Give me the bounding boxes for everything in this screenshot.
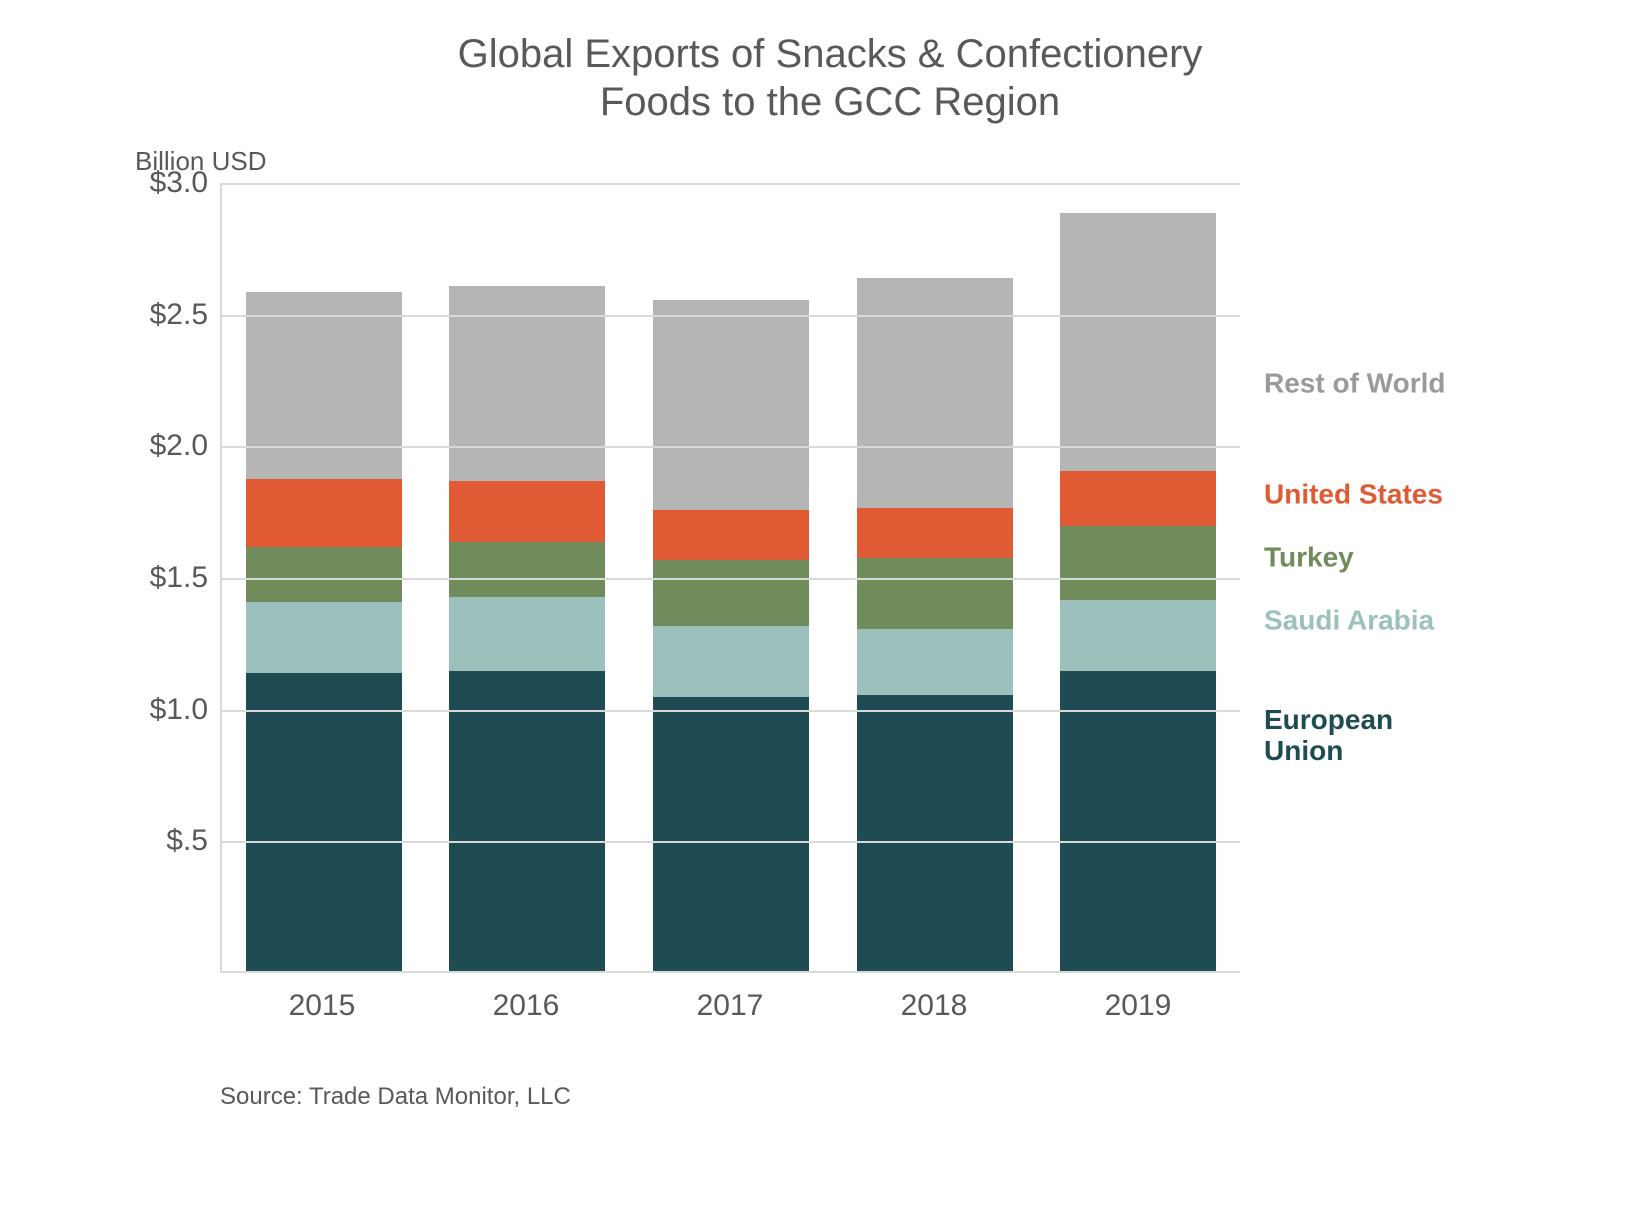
chart-container: Global Exports of Snacks & Confectionery… [80,30,1580,1111]
bar-segment-row [246,292,402,479]
bar-segment-saudi [857,629,1013,695]
bar-2016 [449,286,605,971]
bar-segment-us [653,510,809,560]
x-tick-label: 2018 [856,989,1012,1023]
bar-2015 [246,292,402,971]
y-tick-label: $3.0 [150,166,208,200]
gridline [222,315,1240,317]
legend-item-turkey: Turkey [1264,543,1354,574]
bar-segment-row [1060,213,1216,471]
bar-segment-eu [653,697,809,971]
bar-segment-turkey [857,558,1013,629]
legend-item-saudi: Saudi Arabia [1264,606,1434,637]
bar-2017 [653,300,809,971]
y-tick-label: $1.0 [150,693,208,727]
title-line-1: Global Exports of Snacks & Confectionery [458,32,1203,76]
bar-group [222,183,1240,971]
bar-segment-us [1060,471,1216,526]
bar-2019 [1060,213,1216,971]
x-tick-label: 2017 [652,989,808,1023]
plot [220,183,1240,973]
gridline [222,446,1240,448]
gridline [222,183,1240,185]
source-text: Source: Trade Data Monitor, LLC [220,1083,1580,1111]
x-tick-label: 2015 [244,989,400,1023]
x-axis: 2015 2016 2017 2018 2019 [220,989,1240,1023]
y-axis: $.5$1.0$1.5$2.0$2.5$3.0 [80,183,220,973]
legend-item-row: Rest of World [1264,369,1445,400]
bar-segment-row [653,300,809,511]
y-tick-label: $.5 [166,824,208,858]
legend: Rest of World United States Turkey Saudi Ar… [1264,183,1564,973]
bar-2018 [857,278,1013,971]
gridline [222,578,1240,580]
bar-segment-saudi [653,626,809,697]
chart-title: Global Exports of Snacks & Confectionery… [80,30,1580,126]
bar-segment-saudi [246,602,402,673]
legend-item-eu: European Union [1264,705,1393,767]
bar-segment-turkey [653,560,809,626]
x-tick-label: 2019 [1060,989,1216,1023]
plot-area: $.5$1.0$1.5$2.0$2.5$3.0 Rest of WorldUni… [80,183,1580,973]
bar-segment-saudi [1060,600,1216,671]
gridline [222,710,1240,712]
y-tick-label: $1.5 [150,561,208,595]
y-axis-label: Billion USD [135,146,1580,177]
bar-segment-row [857,278,1013,507]
bar-segment-turkey [246,547,402,602]
bar-segment-turkey [1060,526,1216,600]
bar-segment-eu [449,671,605,971]
legend-item-us: United States [1264,480,1443,511]
bar-segment-turkey [449,542,605,597]
bar-segment-saudi [449,597,605,671]
bar-segment-eu [857,695,1013,972]
bar-segment-us [246,479,402,547]
bar-segment-eu [1060,671,1216,971]
bar-segment-us [449,481,605,542]
title-line-2: Foods to the GCC Region [600,80,1060,124]
bar-segment-us [857,508,1013,558]
x-tick-label: 2016 [448,989,604,1023]
bar-segment-eu [246,673,402,971]
y-tick-label: $2.5 [150,298,208,332]
y-tick-label: $2.0 [150,429,208,463]
gridline [222,841,1240,843]
